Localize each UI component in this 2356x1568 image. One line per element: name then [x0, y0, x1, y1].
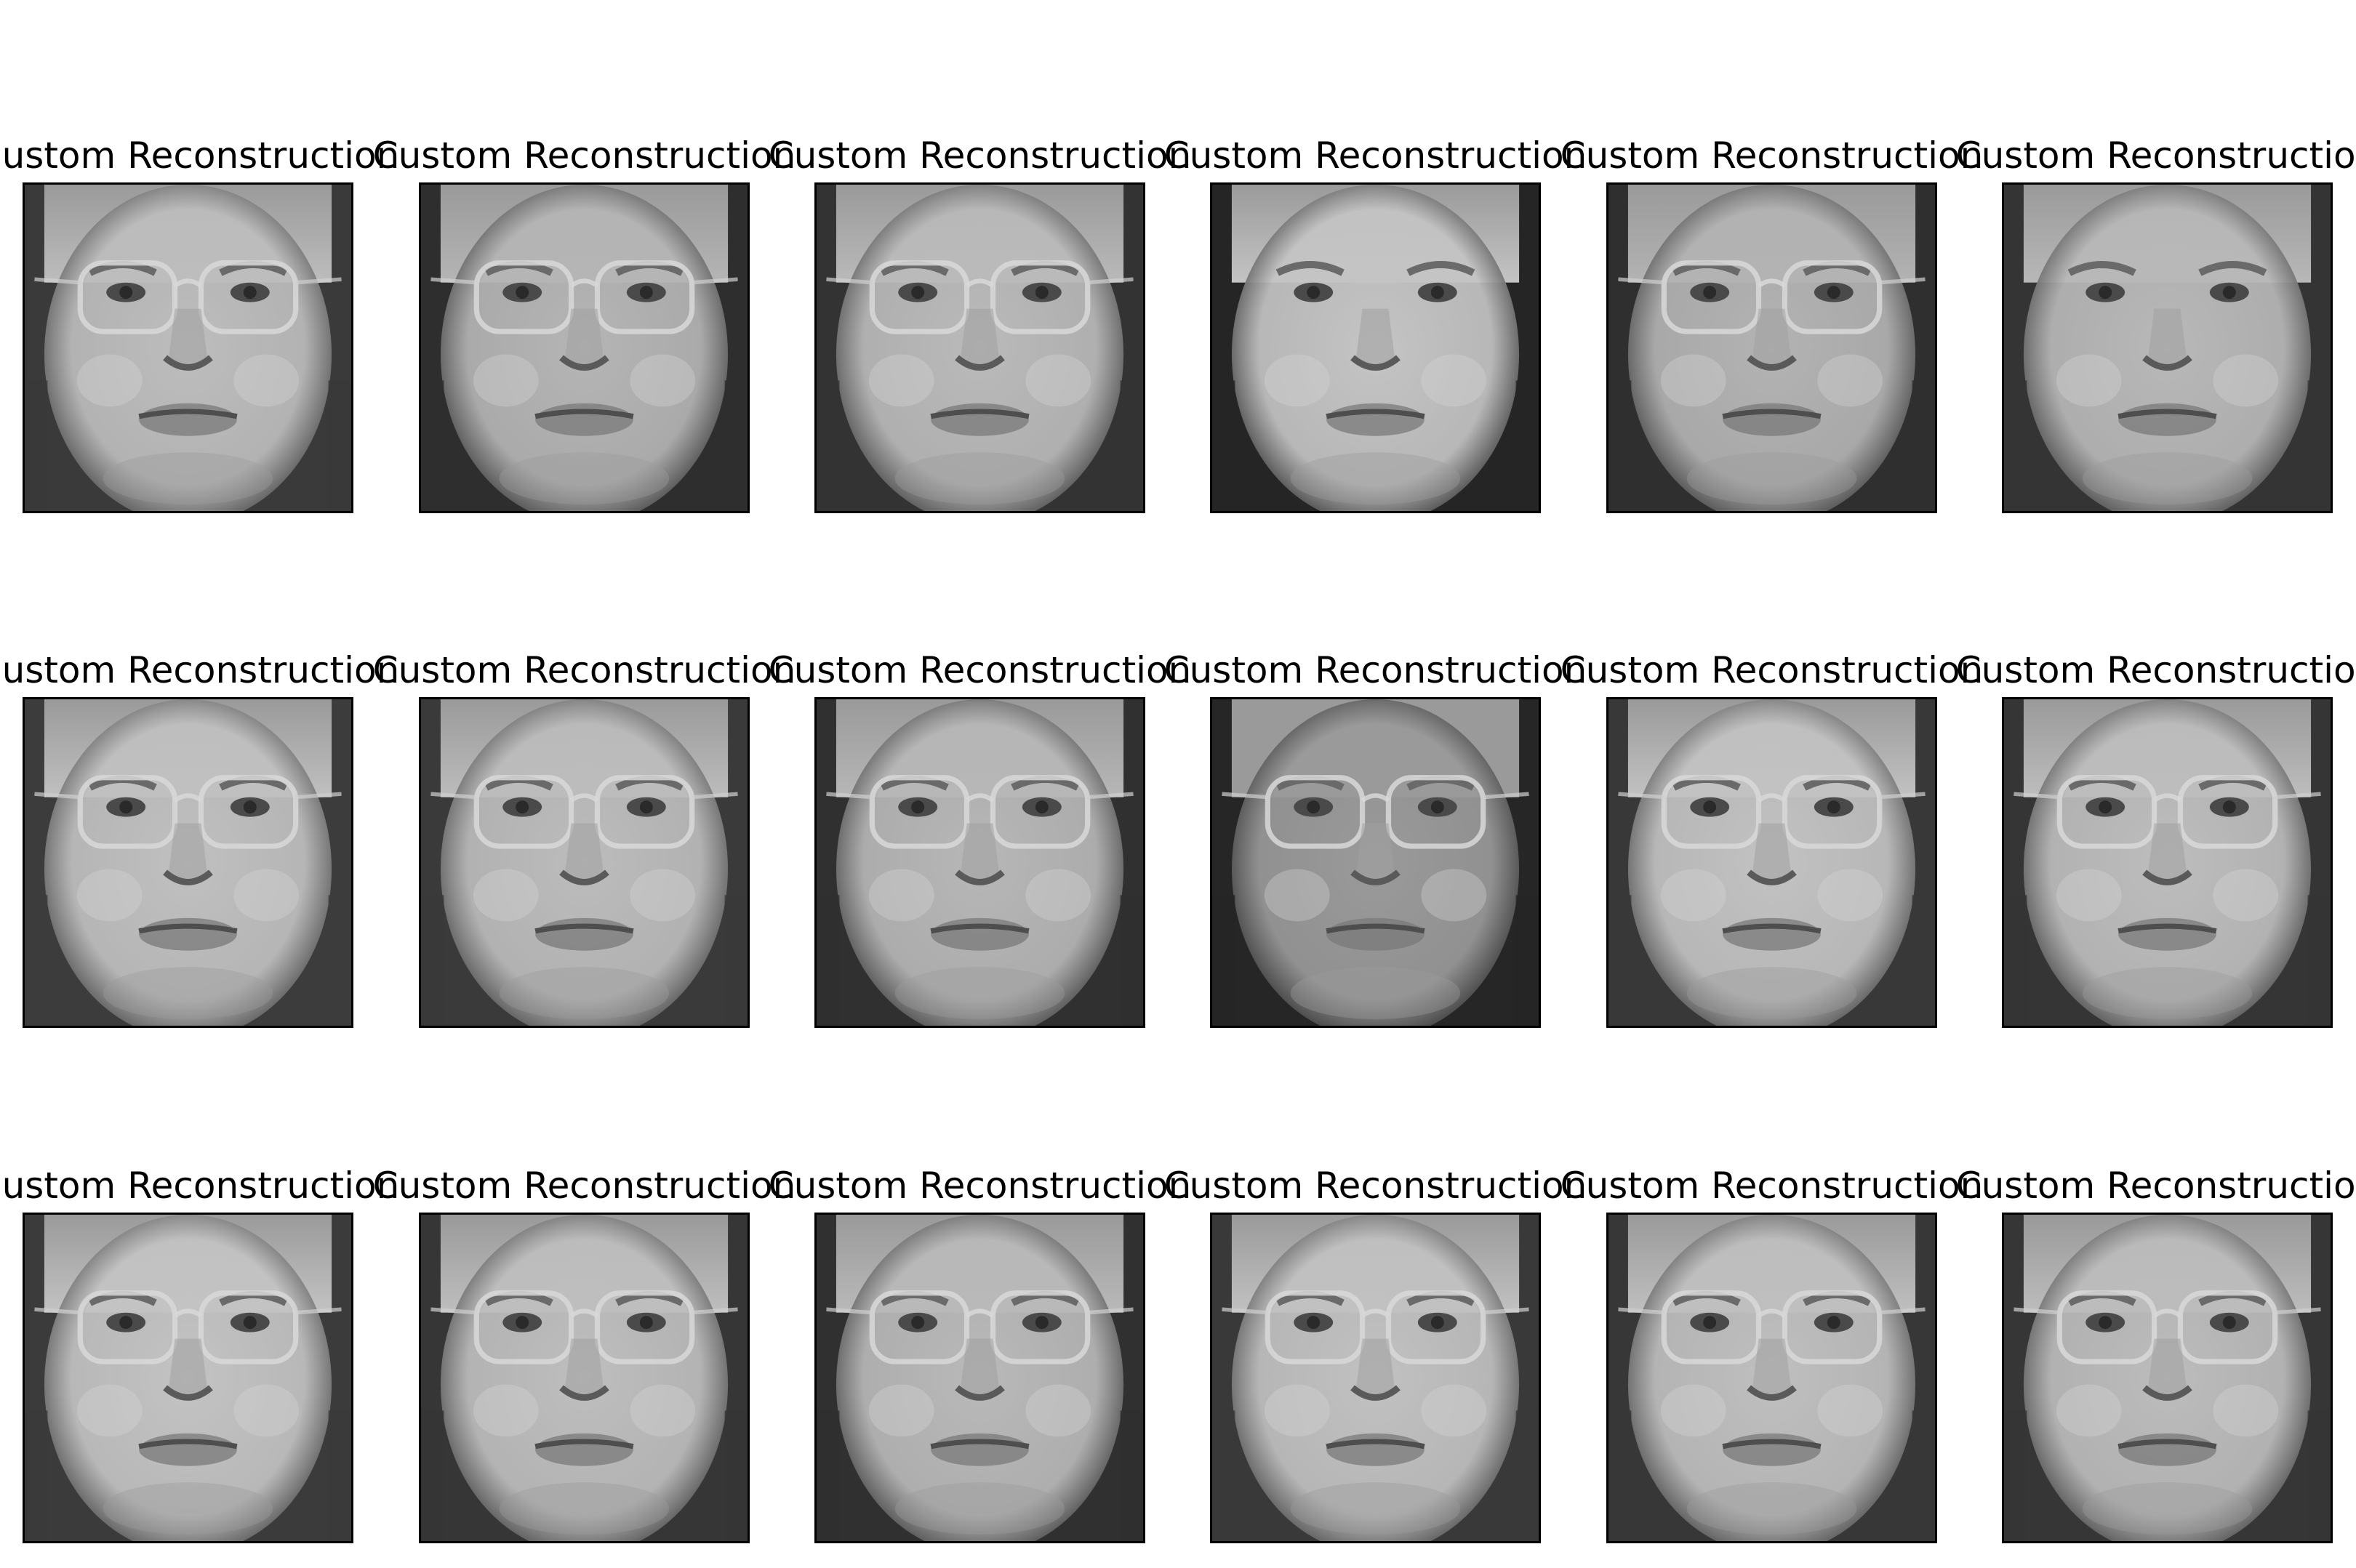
face-image: [2002, 1213, 2333, 1543]
panel-title: Custom Reconstruction: [372, 649, 796, 691]
face-image: [419, 697, 750, 1028]
panel-1-3: Custom Reconstruction: [769, 137, 1191, 513]
panel-title: Custom Reconstruction: [0, 1165, 400, 1207]
face-image: [1606, 182, 1937, 513]
face-image: [814, 697, 1145, 1028]
face-image: [814, 182, 1145, 513]
face-image: [1210, 1213, 1541, 1543]
panel-2-3: Custom Reconstruction: [769, 652, 1191, 1028]
panel-2-2: Custom Reconstruction: [373, 652, 796, 1028]
panel-2-4: Custom Reconstruction: [1164, 652, 1587, 1028]
panel-1-6: Custom Reconstruction: [1956, 137, 2356, 513]
panel-3-5: Custom Reconstruction: [1560, 1167, 1983, 1543]
panel-title: Custom Reconstruction: [1560, 1165, 1984, 1207]
panel-2-5: Custom Reconstruction: [1560, 652, 1983, 1028]
panel-3-6: Custom Reconstruction: [1956, 1167, 2356, 1543]
face-image: [814, 1213, 1145, 1543]
panel-3-3: Custom Reconstruction: [769, 1167, 1191, 1543]
face-image: [1606, 697, 1937, 1028]
face-image: [2002, 182, 2333, 513]
face-image: [23, 182, 353, 513]
face-image: [419, 182, 750, 513]
face-image: [419, 1213, 750, 1543]
panel-title: Custom Reconstruction: [768, 1165, 1192, 1207]
panel-title: Custom Reconstruction: [1163, 134, 1587, 177]
panel-3-1: Custom Reconstruction: [0, 1167, 399, 1543]
face-image: [23, 697, 353, 1028]
panel-1-2: Custom Reconstruction: [373, 137, 796, 513]
panel-3-4: Custom Reconstruction: [1164, 1167, 1587, 1543]
panel-title: Custom Reconstruction: [1955, 134, 2356, 177]
panel-2-1: Custom Reconstruction: [0, 652, 399, 1028]
panel-title: Custom Reconstruction: [768, 134, 1192, 177]
panel-title: Custom Reconstruction: [1163, 1165, 1587, 1207]
panel-1-1: Custom Reconstruction: [0, 137, 399, 513]
panel-1-5: Custom Reconstruction: [1560, 137, 1983, 513]
panel-3-2: Custom Reconstruction: [373, 1167, 796, 1543]
panel-title: Custom Reconstruction: [1955, 1165, 2356, 1207]
panel-title: Custom Reconstruction: [372, 1165, 796, 1207]
panel-title: Custom Reconstruction: [1955, 649, 2356, 691]
panel-title: Custom Reconstruction: [768, 649, 1192, 691]
face-image: [1606, 1213, 1937, 1543]
panel-1-4: Custom Reconstruction: [1164, 137, 1587, 513]
panel-2-6: Custom Reconstruction: [1956, 652, 2356, 1028]
panel-title: Custom Reconstruction: [0, 649, 400, 691]
panel-title: Custom Reconstruction: [1560, 134, 1984, 177]
panel-title: Custom Reconstruction: [372, 134, 796, 177]
panel-title: Custom Reconstruction: [0, 134, 400, 177]
face-image: [23, 1213, 353, 1543]
face-image: [1210, 697, 1541, 1028]
panel-title: Custom Reconstruction: [1560, 649, 1984, 691]
panel-title: Custom Reconstruction: [1163, 649, 1587, 691]
face-image: [1210, 182, 1541, 513]
face-image: [2002, 697, 2333, 1028]
